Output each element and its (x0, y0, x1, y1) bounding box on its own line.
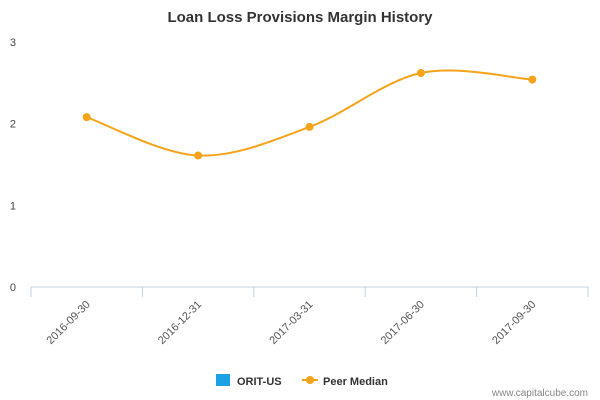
x-tick-label: 2017-06-30 (379, 299, 427, 347)
data-point[interactable] (416, 69, 425, 78)
data-point[interactable] (528, 75, 537, 84)
x-tick-label: 2017-03-31 (267, 299, 315, 347)
x-tick-label: 2016-12-31 (156, 299, 204, 347)
plot-area (82, 69, 537, 160)
x-tick-label: 2017-09-30 (490, 299, 538, 347)
watermark: www.capitalcube.com (491, 388, 588, 399)
legend-swatch-peer-marker (306, 376, 314, 384)
y-axis: 0 1 2 3 (10, 37, 16, 294)
y-tick-label: 2 (10, 119, 16, 131)
x-tick-label: 2016-09-30 (45, 299, 93, 347)
data-point[interactable] (194, 151, 203, 160)
legend-label-peer: Peer Median (323, 376, 388, 388)
legend: ORIT-US Peer Median (216, 374, 388, 388)
data-point[interactable] (82, 113, 91, 122)
chart-title: Loan Loss Provisions Margin History (167, 9, 433, 26)
data-point[interactable] (305, 122, 314, 131)
y-tick-label: 0 (10, 282, 16, 294)
x-axis: 2016-09-30 2016-12-31 2017-03-31 2017-06-30… (30, 286, 589, 347)
legend-label-orit: ORIT-US (237, 376, 282, 388)
legend-swatch-orit (216, 374, 230, 386)
y-tick-label: 3 (10, 37, 16, 49)
y-tick-label: 1 (10, 200, 16, 212)
series-line (86, 69, 533, 157)
